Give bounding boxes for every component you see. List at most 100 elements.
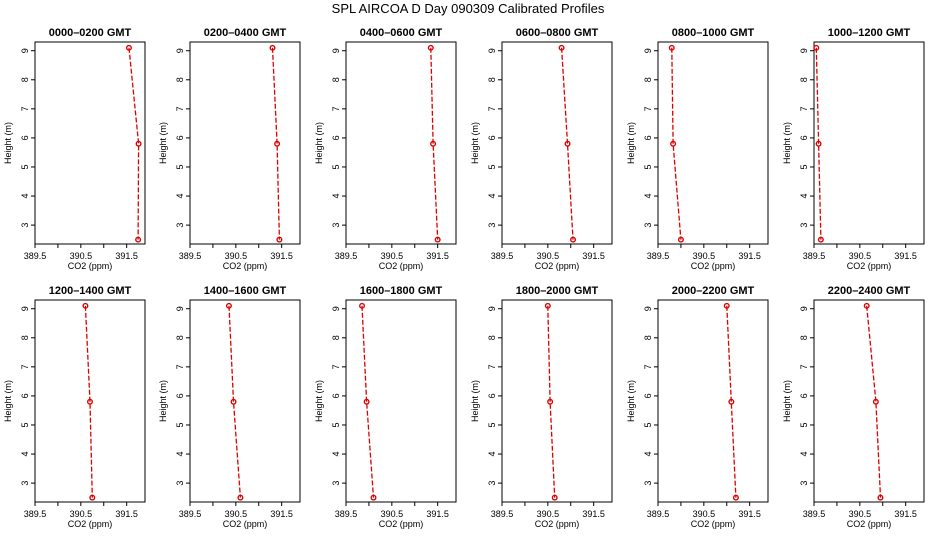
panel-title: 1200–1400 GMT [49, 285, 132, 297]
y-tick-label: 4 [175, 452, 185, 457]
x-axis-label: CO2 (ppm) [223, 261, 268, 271]
y-tick-label: 9 [331, 48, 341, 53]
y-tick-label: 6 [20, 393, 30, 398]
y-tick-label: 6 [487, 135, 497, 140]
profile-panel-1: 0000–0200 GMT 389.5 390.5 391.5 3 4 5 6 7 8 9 CO2 (… [3, 27, 146, 271]
x-axis-label: CO2 (ppm) [535, 519, 580, 529]
y-tick-label: 4 [20, 452, 30, 457]
profile-point [677, 236, 684, 243]
y-tick-label: 3 [643, 223, 653, 228]
profile-point [370, 494, 377, 501]
x-tick-label: 389.5 [179, 251, 202, 261]
y-tick-label: 3 [799, 481, 809, 486]
profile-point [89, 494, 96, 501]
profile-panel-3: 0400–0600 GMT 389.5 390.5 391.5 3 4 5 6 7 8 9 CO2 (… [314, 27, 457, 271]
profile-point [877, 494, 884, 501]
plot-frame [189, 299, 301, 503]
x-tick-label: 390.5 [849, 509, 872, 519]
profile-point [872, 398, 879, 405]
y-axis-label: Height (m) [314, 380, 324, 422]
profile-point [863, 302, 870, 309]
y-axis-label: Height (m) [158, 122, 168, 164]
x-tick-label: 390.5 [693, 509, 716, 519]
x-tick-label: 391.5 [894, 509, 917, 519]
y-tick-label: 5 [643, 164, 653, 169]
panel-title: 0000–0200 GMT [49, 27, 132, 39]
y-tick-label: 3 [175, 223, 185, 228]
y-tick-label: 9 [20, 306, 30, 311]
profile-point [668, 44, 675, 51]
y-tick-label: 4 [799, 194, 809, 199]
profile-point [427, 44, 434, 51]
y-tick-label: 9 [643, 48, 653, 53]
x-tick-label: 391.5 [582, 251, 605, 261]
x-tick-label: 391.5 [426, 251, 449, 261]
x-tick-label: 390.5 [381, 509, 404, 519]
profile-point [817, 236, 824, 243]
y-tick-label: 3 [20, 223, 30, 228]
x-tick-label: 391.5 [270, 509, 293, 519]
y-tick-label: 7 [487, 364, 497, 369]
y-axis-label: Height (m) [626, 380, 636, 422]
x-axis-label: CO2 (ppm) [68, 261, 113, 271]
profile-point [570, 236, 577, 243]
y-tick-label: 9 [175, 48, 185, 53]
plot-frame [813, 41, 925, 245]
y-tick-label: 5 [331, 422, 341, 427]
y-tick-label: 6 [175, 393, 185, 398]
profile-line [866, 305, 882, 498]
y-tick-label: 8 [20, 77, 30, 82]
profile-line [228, 305, 242, 498]
profile-line [84, 305, 93, 498]
y-tick-label: 7 [20, 106, 30, 111]
y-tick-label: 5 [799, 164, 809, 169]
plot-frame [657, 299, 769, 503]
x-tick-label: 391.5 [270, 251, 293, 261]
x-tick-label: 390.5 [537, 251, 560, 261]
y-tick-label: 7 [175, 364, 185, 369]
profile-panel-2: 0200–0400 GMT 389.5 390.5 391.5 3 4 5 6 7 8 9 CO2 (… [158, 27, 301, 271]
panel-title: 1400–1600 GMT [204, 285, 287, 297]
profile-point [434, 236, 441, 243]
profile-panel-5: 0800–1000 GMT 389.5 390.5 391.5 3 4 5 6 7 8 9 CO2 (… [626, 27, 769, 271]
y-tick-label: 5 [487, 422, 497, 427]
panel-title: 0800–1000 GMT [672, 27, 755, 39]
y-tick-label: 8 [331, 77, 341, 82]
y-tick-label: 6 [643, 135, 653, 140]
y-tick-label: 6 [799, 135, 809, 140]
profile-panel-9: 1600–1800 GMT 389.5 390.5 391.5 3 4 5 6 7 8 9 CO2 (… [314, 285, 457, 529]
profile-point [359, 302, 366, 309]
x-tick-label: 390.5 [537, 509, 560, 519]
x-tick-label: 389.5 [647, 509, 670, 519]
x-tick-label: 390.5 [70, 251, 93, 261]
profile-point [728, 398, 735, 405]
x-tick-label: 389.5 [803, 509, 826, 519]
profile-line [815, 47, 822, 240]
y-tick-label: 8 [20, 335, 30, 340]
x-tick-label: 390.5 [70, 509, 93, 519]
y-tick-label: 6 [331, 393, 341, 398]
y-axis-label: Height (m) [782, 380, 792, 422]
plot-frame [345, 299, 457, 503]
profile-point [547, 398, 554, 405]
y-tick-label: 7 [331, 106, 341, 111]
x-tick-label: 389.5 [335, 509, 358, 519]
x-tick-label: 389.5 [647, 251, 670, 261]
profile-panel-10: 1800–2000 GMT 389.5 390.5 391.5 3 4 5 6 7 8 9 CO2 (… [470, 285, 613, 529]
y-tick-label: 6 [487, 393, 497, 398]
plot-frame [813, 299, 925, 503]
profile-point [551, 494, 558, 501]
profile-line [547, 305, 556, 498]
y-tick-label: 3 [20, 481, 30, 486]
y-tick-label: 8 [487, 335, 497, 340]
y-tick-label: 8 [331, 335, 341, 340]
x-axis-label: CO2 (ppm) [68, 519, 113, 529]
x-tick-label: 389.5 [179, 509, 202, 519]
profile-point [269, 44, 276, 51]
y-tick-label: 9 [487, 306, 497, 311]
y-tick-label: 9 [643, 306, 653, 311]
x-axis-label: CO2 (ppm) [535, 261, 580, 271]
profile-point [815, 140, 822, 147]
y-tick-label: 3 [799, 223, 809, 228]
y-tick-label: 5 [20, 164, 30, 169]
